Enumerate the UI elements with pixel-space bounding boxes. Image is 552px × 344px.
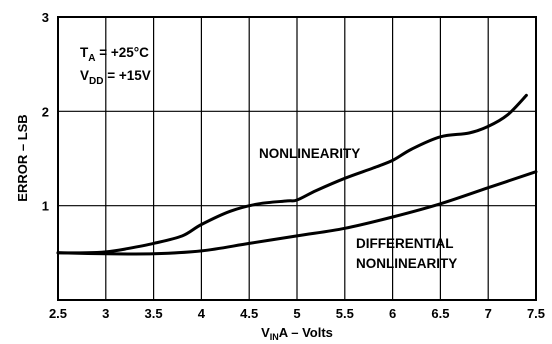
vdd-sub: DD [89,76,103,87]
series-curves [56,93,538,256]
vdd-rest: = +15V [103,68,150,83]
x-tick-label: 5 [293,306,300,321]
x-tick-label: 7 [485,306,492,321]
vdd-condition: VDD = +15V [80,68,151,87]
x-tick-labels: 2.5 3 3.5 4 4.5 5 5.5 6 6.5 7 7.5 [49,306,545,321]
nonlinearity-label: NONLINEARITY [259,146,360,161]
ta-rest: = +25°C [95,45,149,60]
y-tick-label: 1 [42,199,49,214]
x-tick-label: 2.5 [49,306,67,321]
x-tick-label: 4.5 [240,306,258,321]
x-axis-label-main: V [261,325,270,340]
y-tick-labels: 1 2 3 [42,10,49,214]
y-axis-label: ERROR – LSB [15,114,30,201]
grid [58,17,536,300]
x-tick-label: 4 [198,306,206,321]
x-axis-label: VINA – Volts [261,325,333,342]
x-tick-label: 5.5 [336,306,354,321]
ta-sub: A [88,53,95,64]
x-tick-label: 3 [102,306,109,321]
y-tick-label: 2 [42,104,49,119]
differential-nonlinearity-curve [56,170,538,256]
x-tick-label: 3.5 [145,306,163,321]
x-tick-label: 7.5 [527,306,545,321]
vdd-main: V [80,68,89,83]
x-tick-label: 6 [389,306,396,321]
x-axis-label-sub: IN [270,332,279,342]
x-tick-label: 6.5 [431,306,449,321]
y-tick-label: 3 [42,10,49,25]
differential-label-line1: DIFFERENTIAL [356,236,454,251]
x-axis-label-rest: A – Volts [279,325,333,340]
ta-condition: TA = +25°C [80,45,149,64]
ta-main: T [80,45,89,60]
plot-frame [57,16,537,301]
differential-label-line2: NONLINEARITY [356,256,457,271]
nonlinearity-curve [56,93,528,255]
